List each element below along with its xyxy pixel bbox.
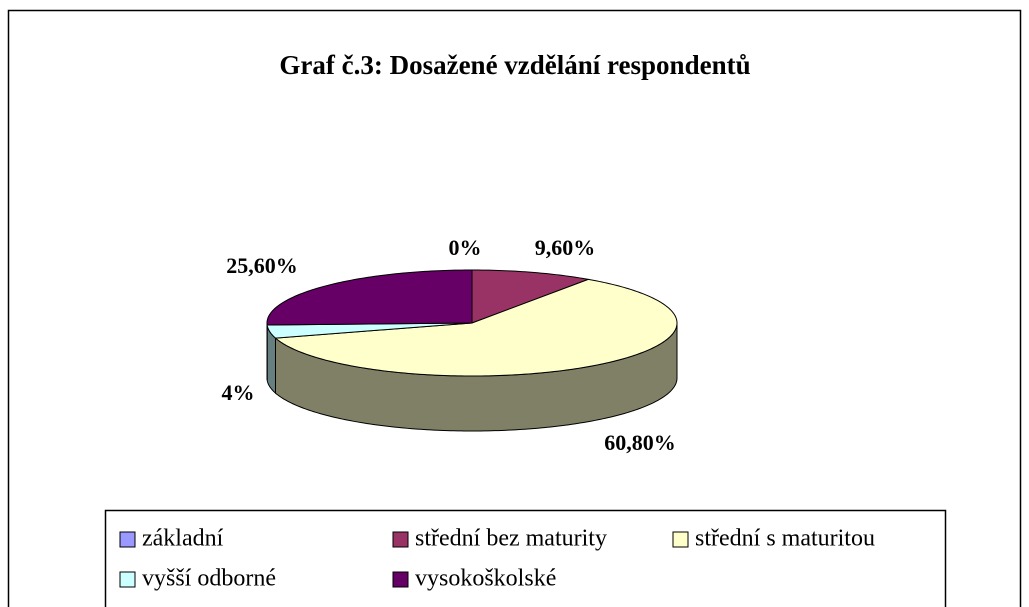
pie-slice [266, 269, 473, 326]
data-label: 60,80% [604, 430, 676, 455]
legend-label: vyšší odborné [142, 566, 276, 592]
legend-label: střední bez maturity [415, 526, 607, 552]
data-label: 4% [222, 380, 255, 405]
data-label: 25,60% [226, 253, 298, 278]
legend-swatch [392, 571, 409, 588]
pie-slice [274, 278, 678, 377]
data-label: 9,60% [535, 235, 596, 260]
legend-swatch [672, 531, 689, 548]
legend-label: vysokoškolské [415, 566, 556, 592]
chart-title: Graf č.3: Dosažené vzdělání respondentů [279, 50, 750, 80]
legend-label: střední s maturitou [695, 526, 875, 552]
legend-swatch [119, 531, 136, 548]
data-label: 0% [449, 235, 482, 260]
legend-swatch [392, 531, 409, 548]
legend-label: základní [142, 526, 224, 552]
pie-slice [266, 322, 473, 339]
legend-swatch [119, 571, 136, 588]
legend-box [104, 509, 947, 607]
pie-slice [471, 269, 591, 324]
pie-tops [266, 269, 678, 377]
